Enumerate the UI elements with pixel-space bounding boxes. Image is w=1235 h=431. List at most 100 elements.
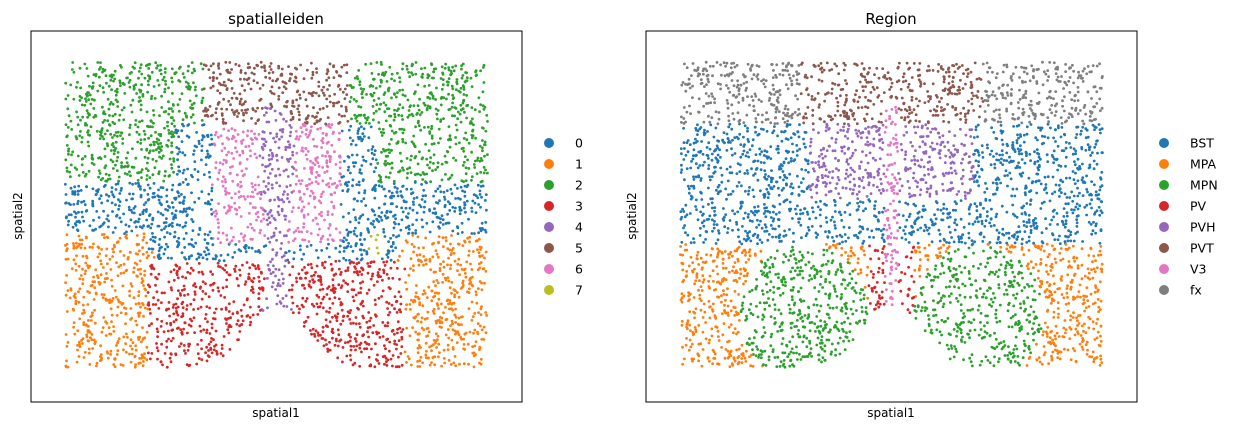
data-point — [451, 101, 454, 105]
data-point — [321, 306, 325, 310]
data-point — [289, 130, 293, 134]
data-point — [212, 348, 216, 352]
data-point — [139, 267, 143, 271]
data-point — [348, 339, 352, 343]
data-point — [337, 137, 341, 141]
data-point — [110, 313, 114, 317]
data-point — [75, 137, 79, 141]
data-point — [458, 112, 462, 116]
data-point — [165, 307, 169, 311]
data-point — [401, 62, 405, 65]
data-point — [464, 79, 468, 83]
data-point — [468, 235, 472, 239]
data-point — [305, 128, 308, 132]
data-point — [338, 231, 342, 234]
data-point — [406, 115, 410, 119]
data-point — [174, 128, 178, 132]
data-point — [433, 363, 437, 367]
data-point — [391, 276, 395, 280]
data-point — [386, 307, 389, 310]
data-point — [197, 357, 201, 360]
data-point — [369, 62, 373, 65]
data-point — [441, 281, 444, 284]
data-point — [83, 174, 87, 178]
data-point — [374, 314, 378, 318]
data-point — [900, 184, 904, 188]
data-point — [72, 242, 75, 245]
data-point — [310, 61, 313, 65]
data-point — [413, 181, 417, 184]
region-panel: Region spatial1 spatial2 BSTMPAMPNPVPVHP… — [625, 10, 1218, 420]
data-point — [369, 316, 373, 320]
data-point — [139, 103, 143, 107]
data-point — [124, 322, 127, 326]
data-point — [301, 296, 305, 300]
data-point — [353, 337, 357, 341]
data-point — [465, 94, 468, 97]
data-point — [83, 62, 87, 66]
data-point — [868, 66, 871, 70]
data-point — [304, 299, 308, 303]
data-point — [316, 256, 320, 260]
data-point — [258, 251, 262, 254]
data-point — [471, 345, 474, 348]
data-point — [406, 355, 410, 358]
data-point — [476, 248, 479, 252]
data-point — [336, 85, 340, 88]
data-point — [289, 184, 292, 187]
data-point — [224, 308, 228, 311]
data-point — [143, 76, 147, 80]
data-point — [146, 90, 150, 94]
data-point — [146, 183, 150, 187]
data-point — [157, 198, 161, 202]
data-point — [355, 75, 359, 78]
data-point — [227, 209, 231, 212]
data-point — [353, 197, 357, 201]
data-point — [401, 184, 405, 188]
data-point — [138, 259, 142, 263]
data-point — [213, 311, 216, 315]
data-point — [141, 246, 145, 250]
data-point — [923, 223, 927, 227]
data-point — [87, 266, 90, 270]
data-point — [851, 151, 855, 155]
data-point — [430, 142, 434, 146]
data-point — [376, 251, 380, 255]
data-point — [74, 302, 78, 306]
data-point — [794, 94, 797, 98]
data-point — [281, 297, 285, 300]
data-point — [178, 65, 182, 69]
data-point — [314, 180, 318, 184]
data-point — [1000, 204, 1004, 208]
data-point — [1073, 349, 1077, 353]
data-point — [86, 74, 90, 78]
data-point — [299, 126, 303, 129]
data-point — [261, 213, 265, 216]
data-point — [339, 322, 343, 326]
data-point — [102, 316, 106, 319]
data-point — [410, 298, 413, 302]
data-point — [219, 241, 223, 245]
data-point — [94, 72, 98, 76]
data-point — [206, 152, 210, 156]
data-point — [217, 231, 221, 235]
data-point — [405, 287, 409, 291]
data-point — [881, 247, 885, 251]
data-point — [235, 277, 239, 281]
data-point — [454, 159, 458, 162]
data-point — [236, 133, 240, 136]
data-point — [87, 98, 91, 101]
data-point — [877, 270, 880, 274]
data-point — [252, 276, 256, 280]
data-point — [170, 135, 174, 139]
data-point — [338, 297, 341, 301]
data-point — [409, 267, 412, 270]
data-point — [151, 125, 154, 129]
data-point — [141, 337, 145, 340]
data-point — [143, 356, 146, 360]
data-point — [1085, 352, 1089, 356]
data-point — [237, 196, 241, 199]
data-point — [199, 305, 203, 309]
data-point — [295, 174, 299, 178]
data-point — [140, 277, 144, 281]
